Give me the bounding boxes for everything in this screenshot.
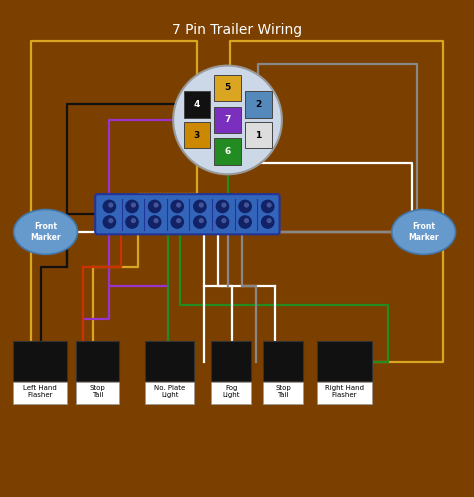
Ellipse shape (392, 210, 456, 254)
Circle shape (171, 216, 183, 228)
Circle shape (262, 200, 274, 213)
Bar (76, 382, 119, 405)
FancyBboxPatch shape (183, 91, 210, 118)
Circle shape (171, 200, 183, 213)
FancyBboxPatch shape (214, 75, 241, 101)
Text: Left Hand
Flasher: Left Hand Flasher (23, 385, 56, 398)
FancyBboxPatch shape (245, 122, 272, 148)
Text: 6: 6 (224, 147, 231, 156)
Circle shape (177, 219, 181, 223)
Text: Right Hand
Flasher: Right Hand Flasher (325, 385, 364, 398)
Circle shape (126, 200, 138, 213)
Circle shape (194, 216, 206, 228)
Bar (263, 382, 303, 405)
FancyBboxPatch shape (214, 107, 241, 133)
Bar (145, 382, 194, 405)
Text: 3: 3 (194, 131, 200, 140)
Circle shape (194, 200, 206, 213)
Circle shape (239, 216, 251, 228)
Circle shape (109, 219, 113, 223)
Bar (211, 382, 251, 405)
FancyBboxPatch shape (245, 91, 272, 118)
Circle shape (154, 219, 158, 223)
FancyBboxPatch shape (95, 194, 280, 234)
Text: 2: 2 (255, 100, 261, 109)
Circle shape (148, 216, 161, 228)
Text: 4: 4 (194, 100, 200, 109)
Circle shape (222, 203, 226, 207)
Circle shape (245, 203, 248, 207)
Text: 7 Pin Trailer Wiring: 7 Pin Trailer Wiring (172, 23, 302, 37)
Circle shape (200, 219, 203, 223)
Circle shape (103, 200, 116, 213)
Circle shape (216, 216, 228, 228)
Circle shape (200, 203, 203, 207)
Text: 1: 1 (255, 131, 261, 140)
Ellipse shape (173, 66, 282, 174)
Circle shape (109, 203, 113, 207)
Text: Front
Marker: Front Marker (409, 222, 439, 242)
Bar (145, 340, 194, 381)
Bar (211, 340, 251, 381)
Text: Stop
Tail: Stop Tail (90, 385, 105, 398)
Bar (12, 340, 67, 381)
Bar (12, 382, 67, 405)
Ellipse shape (14, 210, 77, 254)
Bar (263, 340, 303, 381)
Bar (318, 340, 372, 381)
Circle shape (177, 203, 181, 207)
Text: Stop
Tail: Stop Tail (275, 385, 291, 398)
Circle shape (132, 203, 135, 207)
Circle shape (222, 219, 226, 223)
Circle shape (132, 219, 135, 223)
Text: Front
Marker: Front Marker (30, 222, 61, 242)
Circle shape (216, 200, 228, 213)
Text: 5: 5 (224, 83, 231, 92)
FancyBboxPatch shape (214, 138, 241, 165)
Bar (318, 382, 372, 405)
Circle shape (148, 200, 161, 213)
Circle shape (267, 203, 271, 207)
Text: No. Plate
Light: No. Plate Light (154, 385, 185, 398)
Circle shape (239, 200, 251, 213)
Text: 7: 7 (224, 115, 231, 124)
Circle shape (245, 219, 248, 223)
Bar (76, 340, 119, 381)
Circle shape (262, 216, 274, 228)
Circle shape (103, 216, 116, 228)
Circle shape (126, 216, 138, 228)
Circle shape (154, 203, 158, 207)
Text: Fog
Light: Fog Light (222, 385, 240, 398)
FancyBboxPatch shape (183, 122, 210, 148)
Circle shape (267, 219, 271, 223)
